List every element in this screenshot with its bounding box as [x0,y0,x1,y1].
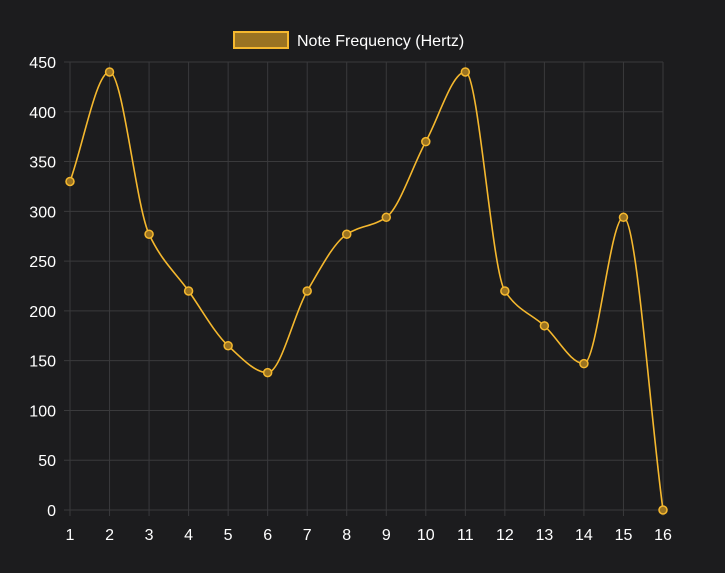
legend[interactable]: Note Frequency (Hertz) [233,31,464,50]
data-point-2[interactable] [104,67,115,77]
y-tick-label: 100 [29,403,56,420]
data-point-5[interactable] [223,340,233,351]
x-tick-label: 9 [382,527,391,544]
data-point-3[interactable] [144,229,154,239]
data-point-11[interactable] [460,67,471,77]
y-tick-label: 450 [29,55,56,72]
x-tick-label: 1 [66,527,75,544]
grid [64,61,664,516]
data-point-9[interactable] [381,212,392,223]
data-point-7[interactable] [302,286,312,296]
x-tick-label: 16 [654,527,672,544]
y-axis: 0 50 100 150 200 250 300 350 400 450 [29,55,56,520]
x-tick-label: 11 [457,527,474,544]
data-point-15[interactable] [618,212,629,223]
x-tick-label: 14 [575,527,593,544]
x-tick-label: 7 [303,527,312,544]
x-tick-label: 4 [184,527,193,544]
x-tick-label: 13 [536,527,554,544]
data-point-16[interactable] [658,505,668,515]
x-tick-label: 5 [224,527,233,544]
y-tick-label: 200 [29,304,56,321]
data-point-10[interactable] [421,136,431,147]
y-tick-label: 300 [29,204,56,221]
data-point-12[interactable] [500,286,510,296]
y-tick-label: 50 [38,453,56,470]
data-point-13[interactable] [539,321,550,331]
data-point-1[interactable] [65,176,75,187]
data-point-6[interactable] [262,367,273,378]
y-tick-label: 0 [47,503,56,520]
data-point-14[interactable] [579,358,589,369]
x-axis: 1 2 3 4 5 6 7 8 9 10 11 12 13 14 15 16 [66,527,672,544]
series-line [69,71,664,511]
y-tick-label: 150 [29,354,56,371]
data-points [65,67,668,515]
x-tick-label: 8 [342,527,351,544]
data-point-4[interactable] [183,286,194,296]
x-tick-label: 3 [145,527,154,544]
data-point-8[interactable] [341,229,352,239]
legend-swatch[interactable] [233,31,289,49]
y-tick-label: 400 [29,105,56,122]
x-tick-label: 12 [496,527,514,544]
x-tick-label: 15 [615,527,633,544]
x-tick-label: 2 [105,527,114,544]
x-tick-label: 6 [263,527,272,544]
x-tick-label: 10 [417,527,435,544]
y-tick-label: 350 [29,155,56,172]
legend-label[interactable]: Note Frequency (Hertz) [297,33,464,50]
y-tick-label: 250 [29,254,56,271]
